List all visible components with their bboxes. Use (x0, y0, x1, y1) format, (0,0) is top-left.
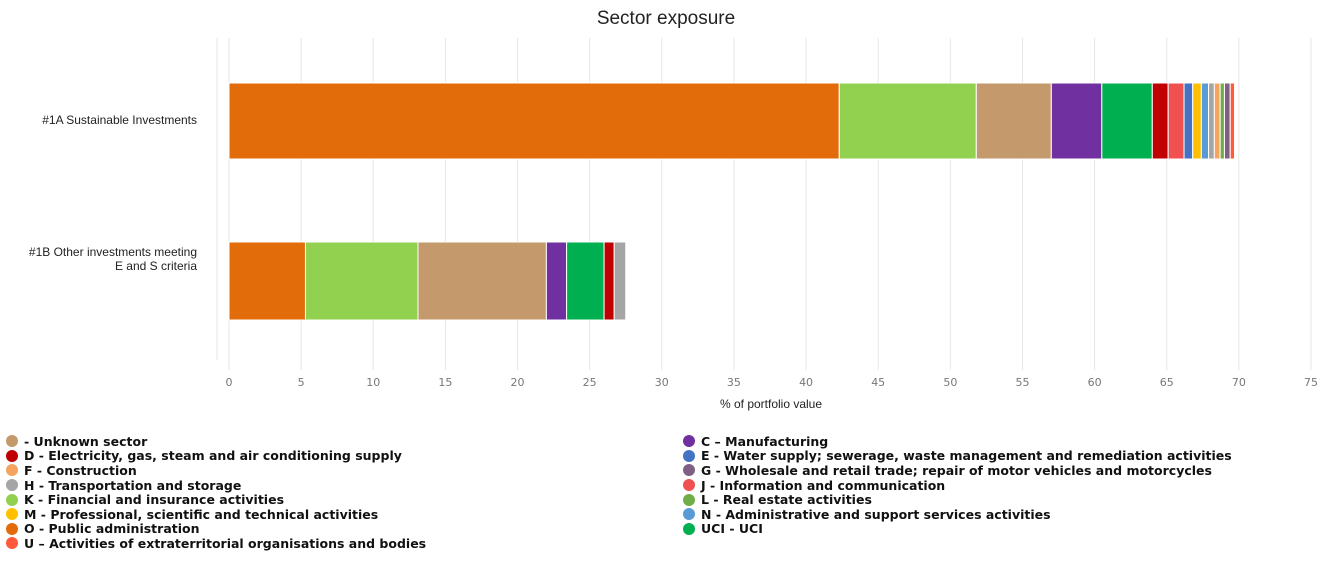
legend-column-right: C – Manufacturing E - Water supply; sewer… (683, 434, 1232, 536)
legend-item[interactable]: L - Real estate activities (683, 492, 1232, 507)
x-tick-label: 50 (943, 376, 957, 389)
legend-item[interactable]: UCI - UCI (683, 521, 1232, 537)
bar-segment (228, 82, 840, 160)
x-tick-label: 0 (226, 376, 233, 389)
legend-item[interactable]: E - Water supply; sewerage, waste manage… (683, 448, 1232, 464)
bar-segment (304, 241, 419, 321)
legend-marker-icon (6, 493, 18, 506)
bar-segment (1101, 82, 1153, 160)
legend-label: C – Manufacturing (701, 433, 829, 449)
bar-segment (1050, 82, 1103, 160)
legend-marker-icon (683, 435, 695, 448)
legend-item[interactable]: - Unknown sector (6, 434, 426, 449)
legend-marker-icon (683, 522, 695, 535)
bar-segment (566, 241, 605, 321)
legend-column-left: - Unknown sector D - Electricity, gas, st… (6, 434, 426, 551)
x-tick-label: 70 (1232, 376, 1246, 389)
legend-marker-icon (6, 537, 18, 550)
legend-marker-icon (683, 479, 695, 492)
legend-label: M - Professional, scientific and technic… (24, 506, 379, 522)
x-tick-label: 65 (1160, 376, 1174, 389)
bar-segment (975, 82, 1052, 160)
legend-label: UCI - UCI (701, 521, 763, 537)
legend-label: U – Activities of extraterritorial organ… (24, 535, 427, 551)
legend-marker-icon (683, 464, 695, 477)
bar-segment (603, 241, 615, 321)
bar-segment (417, 241, 547, 321)
category-label: #1B Other investments meeting (29, 245, 197, 259)
x-tick-label: 20 (511, 376, 525, 389)
bar-segment (1208, 82, 1215, 160)
x-axis-ticks: 0 5 10 15 20 25 30 35 40 45 50 55 60 65 70 75 (226, 376, 1319, 389)
x-tick-label: 45 (871, 376, 885, 389)
category-label: #1A Sustainable Investments (42, 113, 197, 127)
bar-segment (1229, 82, 1236, 160)
legend-item[interactable]: G - Wholesale and retail trade; repair o… (683, 463, 1232, 478)
category-labels: #1A Sustainable Investments #1B Other inv… (29, 113, 197, 273)
x-tick-label: 55 (1015, 376, 1029, 389)
legend-item[interactable]: M - Professional, scientific and technic… (6, 507, 426, 522)
chart-plot: 0 5 10 15 20 25 30 35 40 45 50 55 60 65 70 75 #1A Susta… (29, 38, 1319, 411)
x-tick-label: 60 (1088, 376, 1102, 389)
bar-segment (1151, 82, 1169, 160)
bar-segment (1183, 82, 1194, 160)
legend-marker-icon (683, 508, 695, 521)
bar-segment (228, 241, 306, 321)
bar-segment (1219, 82, 1225, 160)
x-tick-label: 15 (438, 376, 452, 389)
x-tick-label: 5 (298, 376, 305, 389)
bars (228, 82, 1236, 321)
bar-segment (545, 241, 568, 321)
legend-marker-icon (6, 449, 18, 462)
legend-item[interactable]: J - Information and communication (683, 478, 1232, 493)
legend-label: L - Real estate activities (701, 492, 872, 508)
legend-item[interactable]: U – Activities of extraterritorial organ… (6, 536, 426, 551)
legend-label: F - Construction (24, 462, 137, 478)
legend-label: H - Transportation and storage (24, 477, 242, 493)
legend-item[interactable]: C – Manufacturing (683, 434, 1232, 449)
x-tick-label: 75 (1304, 376, 1318, 389)
legend-label: - Unknown sector (24, 433, 148, 449)
x-axis-title: % of portfolio value (720, 397, 822, 411)
legend-item[interactable]: D - Electricity, gas, steam and air cond… (6, 448, 426, 464)
legend-label: J - Information and communication (701, 477, 946, 493)
legend-marker-icon (6, 479, 18, 492)
x-tick-label: 10 (366, 376, 380, 389)
legend-marker-icon (6, 464, 18, 477)
legend-marker-icon (6, 435, 18, 448)
bar-segment (838, 82, 977, 160)
legend-item[interactable]: F - Construction (6, 463, 426, 478)
x-tick-label: 30 (655, 376, 669, 389)
bar-segment (1223, 82, 1231, 160)
legend-marker-icon (6, 508, 18, 521)
legend-item[interactable]: O - Public administration (6, 521, 426, 537)
legend-label: O - Public administration (24, 521, 200, 537)
x-tick-label: 35 (727, 376, 741, 389)
legend-label: E - Water supply; sewerage, waste manage… (701, 448, 1232, 464)
x-tick-label: 40 (799, 376, 813, 389)
legend-marker-icon (683, 493, 695, 506)
category-label: E and S criteria (115, 259, 197, 273)
bar-segment (1200, 82, 1210, 160)
legend-label: K - Financial and insurance activities (24, 492, 285, 508)
bar-segment (1167, 82, 1185, 160)
bar-segment (1213, 82, 1221, 160)
chart-title: Sector exposure (596, 8, 736, 29)
legend-marker-icon (6, 522, 18, 535)
legend-label: N - Administrative and support services … (701, 506, 1051, 522)
legend-label: G - Wholesale and retail trade; repair o… (701, 462, 1212, 478)
x-tick-label: 25 (583, 376, 597, 389)
legend: - Unknown sector D - Electricity, gas, st… (0, 434, 1332, 566)
legend-label: D - Electricity, gas, steam and air cond… (24, 448, 402, 464)
legend-item[interactable]: K - Financial and insurance activities (6, 492, 426, 507)
bar-segment (613, 241, 627, 321)
legend-item[interactable]: N - Administrative and support services … (683, 507, 1232, 522)
legend-marker-icon (683, 449, 695, 462)
bar-segment (1192, 82, 1202, 160)
legend-item[interactable]: H - Transportation and storage (6, 478, 426, 493)
